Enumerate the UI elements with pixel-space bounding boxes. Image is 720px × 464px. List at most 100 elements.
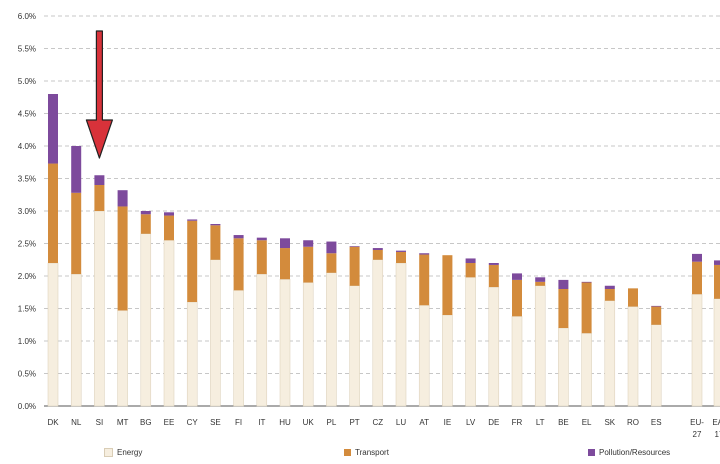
bar-segment-pollution xyxy=(512,273,522,280)
legend-label-transport: Transport xyxy=(355,448,389,457)
bar-stack-ea-17 xyxy=(713,260,720,407)
x-tick-label-ee: EE xyxy=(164,418,175,427)
bar-segment-energy xyxy=(94,210,105,407)
y-tick-label: 5.5% xyxy=(18,45,36,54)
bar-segment-energy xyxy=(326,272,337,407)
bar-segment-energy xyxy=(558,327,569,407)
bar-segment-transport xyxy=(535,281,546,286)
x-tick-label-hu: HU xyxy=(279,418,291,427)
bar-segment-transport xyxy=(442,255,453,315)
y-tick-label: 4.0% xyxy=(18,142,36,151)
bar-stack-at xyxy=(418,253,430,407)
annotation-arrow xyxy=(85,30,114,159)
bar-segment-pollution xyxy=(714,260,720,265)
bar-segment-transport xyxy=(628,288,638,307)
bar-stack-dk xyxy=(47,94,59,407)
legend-swatch-pollution xyxy=(588,449,595,456)
bar-segment-pollution xyxy=(94,175,105,185)
x-tick-label-sk: SK xyxy=(604,418,615,427)
bar-segment-energy xyxy=(372,259,384,407)
y-tick-label: 3.5% xyxy=(18,175,36,184)
x-tick-label-uk: UK xyxy=(303,418,315,427)
bar-segment-pollution xyxy=(419,253,430,255)
bar-segment-pollution xyxy=(465,258,476,263)
bar-segment-transport xyxy=(651,306,662,325)
bar-segment-transport xyxy=(233,238,244,291)
bar-segment-energy xyxy=(581,332,592,407)
x-tick-label-si: SI xyxy=(96,418,104,427)
bar-segment-transport xyxy=(349,246,360,286)
y-tick-label: 5.0% xyxy=(18,77,36,86)
bar-segment-energy xyxy=(233,290,244,407)
bar-segment-transport xyxy=(71,192,82,275)
bar-segment-energy xyxy=(604,300,616,407)
bar-segment-energy xyxy=(47,262,59,407)
y-axis-tick-labels: 0.0% 0.5% 1.0% 1.5% 2.0% 2.5% 3.0% 3.5% 4.0% 4.5%… xyxy=(18,12,36,411)
bar-stack-ie xyxy=(442,255,453,407)
bar-stack-lt xyxy=(534,277,546,407)
x-tick-label-de: DE xyxy=(488,418,499,427)
stacked-bar-chart: 0.0% 0.5% 1.0% 1.5% 2.0% 2.5% 3.0% 3.5% 4.0% 4.5%… xyxy=(18,12,720,439)
bar-segment-transport xyxy=(396,251,406,263)
legend-swatch-transport xyxy=(344,449,351,456)
legend-swatch-energy xyxy=(104,448,113,457)
bar-stack-fr xyxy=(511,273,523,407)
bar-segment-pollution xyxy=(71,146,82,193)
bar-segment-transport xyxy=(94,185,105,211)
x-tick-label-lv: LV xyxy=(466,418,476,427)
bar-segment-energy xyxy=(395,262,407,407)
bar-stack-lu xyxy=(395,250,407,407)
bar-stack-fi xyxy=(233,235,244,407)
x-tick-label-cy: CY xyxy=(187,418,199,427)
bar-segment-energy xyxy=(349,285,360,407)
bar-segment-pollution xyxy=(233,235,244,239)
x-tick-label-fi: FI xyxy=(235,418,242,427)
bar-segment-transport xyxy=(210,225,221,260)
bar-stack-cz xyxy=(372,248,384,407)
bar-segment-transport xyxy=(48,163,58,263)
bar-segment-energy xyxy=(534,285,546,407)
bar-stack-hu xyxy=(279,238,291,407)
bar-segment-energy xyxy=(302,282,314,407)
bar-segment-energy xyxy=(418,305,430,407)
x-tick-label-nl: NL xyxy=(71,418,82,427)
y-tick-label: 1.5% xyxy=(18,305,36,314)
bar-segment-transport xyxy=(604,289,615,301)
legend-label-pollution: Pollution/Resources xyxy=(599,448,671,457)
legend-item-transport: Transport xyxy=(344,448,389,457)
bar-segment-energy xyxy=(163,240,175,407)
x-tick-label-cz: CZ xyxy=(372,418,383,427)
bar-segment-energy xyxy=(186,301,198,407)
bar-segment-transport xyxy=(326,253,337,273)
x-axis-category-labels: DK NL SI MT BG EE CY SE FI IT HU UK PL PT CZ LU AT IE LV DE… xyxy=(47,418,720,439)
x-tick-label-eu-27: EU-27 xyxy=(690,418,704,439)
x-tick-label-ea-17: EA-17 xyxy=(712,418,720,439)
bar-segment-pollution xyxy=(581,281,592,283)
bar-segment-pollution xyxy=(187,219,198,221)
bar-segment-pollution xyxy=(256,237,267,241)
bar-stack-pt xyxy=(349,246,360,407)
y-tick-label: 1.0% xyxy=(18,337,36,346)
bar-stack-de xyxy=(488,263,500,407)
bar-segment-energy xyxy=(117,310,128,407)
bar-segment-energy xyxy=(70,273,82,407)
bar-segment-transport xyxy=(187,220,198,302)
bar-segment-pollution xyxy=(488,263,499,265)
bar-segment-pollution xyxy=(396,250,406,252)
x-tick-label-at: AT xyxy=(419,418,429,427)
bar-segment-transport xyxy=(164,215,174,241)
bar-segment-energy xyxy=(713,298,720,407)
bar-segment-pollution xyxy=(372,248,383,250)
bar-stack-ro xyxy=(627,288,639,407)
red-down-arrow xyxy=(85,30,114,159)
bar-stack-lv xyxy=(465,258,476,407)
x-tick-label-pl: PL xyxy=(327,418,337,427)
bar-segment-pollution xyxy=(140,211,151,215)
y-tick-label: 4.5% xyxy=(18,110,36,119)
bar-segment-energy xyxy=(627,306,639,407)
bar-segment-transport xyxy=(512,279,522,317)
bar-segment-pollution xyxy=(48,94,58,164)
bar-segment-pollution xyxy=(651,305,662,307)
bar-segment-transport xyxy=(714,264,720,299)
y-tick-label: 2.0% xyxy=(18,272,36,281)
